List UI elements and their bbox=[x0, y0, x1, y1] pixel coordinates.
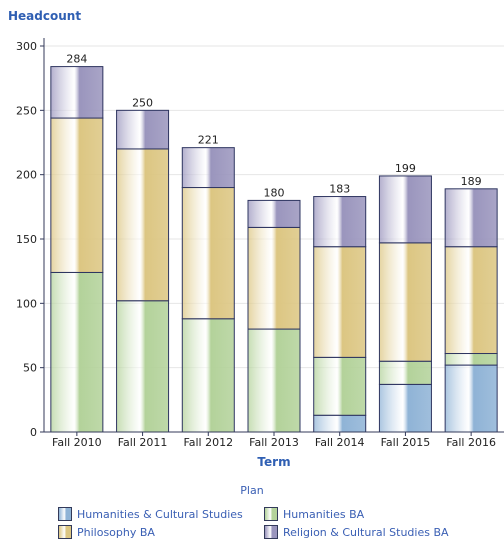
bar-segment bbox=[182, 148, 234, 188]
bar-segment bbox=[182, 319, 234, 432]
legend-title: Plan bbox=[0, 484, 504, 497]
bar-segment bbox=[182, 188, 234, 319]
bar-segment bbox=[314, 357, 366, 415]
bar-stack bbox=[248, 200, 300, 432]
y-tick-label: 50 bbox=[23, 362, 37, 375]
bar-segment bbox=[248, 227, 300, 329]
x-axis-title: Term bbox=[257, 455, 290, 469]
bar-segment bbox=[379, 361, 431, 384]
y-tick-label: 0 bbox=[30, 426, 37, 439]
bar-segment bbox=[445, 247, 497, 354]
y-tick-label: 250 bbox=[16, 104, 37, 117]
legend-swatch bbox=[58, 525, 72, 539]
y-tick-label: 100 bbox=[16, 297, 37, 310]
bar-segment bbox=[248, 329, 300, 432]
bar-segment bbox=[314, 247, 366, 358]
total-label: 199 bbox=[395, 162, 416, 175]
total-label: 250 bbox=[132, 96, 153, 109]
x-axis-ticks: Fall 2010 Fall 2011 Fall 2012 Fall 2013 Fall… bbox=[52, 432, 496, 449]
bar-stack bbox=[117, 110, 169, 432]
legend-label: Philosophy BA bbox=[77, 526, 155, 539]
bar-segment bbox=[117, 110, 169, 149]
bar-segment bbox=[117, 301, 169, 432]
bar-segment bbox=[51, 67, 103, 118]
legend-swatch bbox=[58, 507, 72, 521]
x-tick-label: Fall 2016 bbox=[446, 436, 496, 449]
legend-item[interactable]: Philosophy BA bbox=[58, 525, 155, 539]
legend-item[interactable]: Religion & Cultural Studies BA bbox=[264, 525, 449, 539]
stacked-bar-chart: Headcount 0 50 100 150 200 250 300 284 250 221 18… bbox=[0, 0, 504, 480]
bar-segment bbox=[379, 243, 431, 361]
bars bbox=[51, 67, 497, 432]
x-tick-label: Fall 2011 bbox=[118, 436, 168, 449]
legend-swatch bbox=[264, 507, 278, 521]
x-tick-label: Fall 2012 bbox=[183, 436, 233, 449]
bar-segment bbox=[445, 354, 497, 366]
bar-stack bbox=[182, 148, 234, 432]
legend-item[interactable]: Humanities BA bbox=[264, 507, 364, 521]
bar-segment bbox=[117, 149, 169, 301]
legend-swatch bbox=[264, 525, 278, 539]
bar-segment bbox=[314, 415, 366, 432]
total-label: 284 bbox=[66, 53, 87, 66]
bar-segment bbox=[379, 176, 431, 243]
total-label: 189 bbox=[461, 175, 482, 188]
bar-segment bbox=[445, 189, 497, 247]
y-tick-label: 200 bbox=[16, 169, 37, 182]
total-label: 221 bbox=[198, 134, 219, 147]
y-tick-label: 300 bbox=[16, 40, 37, 53]
legend-label: Humanities BA bbox=[283, 508, 364, 521]
y-axis-title: Headcount bbox=[8, 9, 81, 23]
bar-segment bbox=[51, 118, 103, 272]
bar-segment bbox=[379, 384, 431, 432]
x-tick-label: Fall 2010 bbox=[52, 436, 102, 449]
bar-segment bbox=[51, 272, 103, 432]
bar-stack bbox=[379, 176, 431, 432]
y-axis-ticks: 0 50 100 150 200 250 300 bbox=[16, 40, 44, 439]
bar-segment bbox=[248, 200, 300, 227]
x-tick-label: Fall 2015 bbox=[381, 436, 431, 449]
bar-segment bbox=[445, 365, 497, 432]
bar-segment bbox=[314, 197, 366, 247]
legend-label: Humanities & Cultural Studies bbox=[77, 508, 243, 521]
total-label: 180 bbox=[264, 186, 285, 199]
bar-stack bbox=[314, 197, 366, 432]
x-tick-label: Fall 2014 bbox=[315, 436, 365, 449]
bar-stack bbox=[445, 189, 497, 432]
total-label: 183 bbox=[329, 183, 350, 196]
y-tick-label: 150 bbox=[16, 233, 37, 246]
x-tick-label: Fall 2013 bbox=[249, 436, 299, 449]
bar-stack bbox=[51, 67, 103, 432]
legend-item[interactable]: Humanities & Cultural Studies bbox=[58, 507, 243, 521]
legend-label: Religion & Cultural Studies BA bbox=[283, 526, 449, 539]
